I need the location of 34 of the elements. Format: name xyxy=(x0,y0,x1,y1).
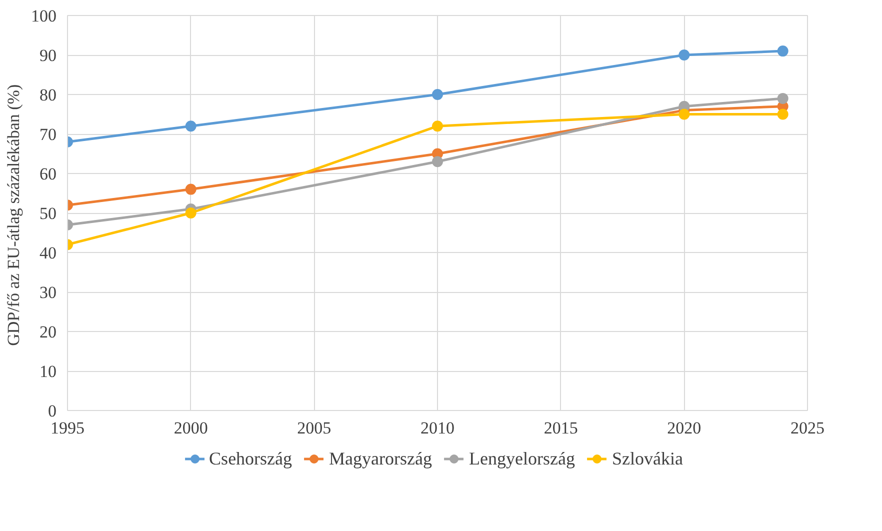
point xyxy=(185,208,196,218)
y-tick-label: 0 xyxy=(48,402,56,420)
y-tick-label: 70 xyxy=(40,125,56,144)
point xyxy=(432,89,443,100)
point xyxy=(432,120,443,132)
y-tick-label: 50 xyxy=(40,204,56,223)
point xyxy=(777,108,788,120)
y-tick-label: 90 xyxy=(40,46,56,65)
legend-label: Magyarország xyxy=(329,448,432,469)
point xyxy=(678,50,690,60)
legend-label: Szlovákia xyxy=(612,448,683,469)
point xyxy=(777,46,788,57)
y-axis-title: GDP/fő az EU-átlag százalékában (%) xyxy=(4,84,23,346)
point xyxy=(432,156,443,168)
y-tick-label: 40 xyxy=(40,244,56,262)
point xyxy=(185,120,196,132)
y-tick-label: 30 xyxy=(40,283,56,302)
y-tick-label: 100 xyxy=(31,6,56,26)
point xyxy=(185,184,196,195)
legend-label: Lengyelország xyxy=(469,448,575,469)
x-tick-label: 2025 xyxy=(790,418,824,438)
y-tick-label: 20 xyxy=(40,322,56,342)
y-tick-label: 60 xyxy=(40,164,56,184)
legend-label: Csehország xyxy=(209,448,292,469)
x-tick-label: 2005 xyxy=(297,418,332,438)
point xyxy=(777,92,788,104)
x-tick-label: 2015 xyxy=(544,418,578,438)
y-tick-label: 10 xyxy=(40,362,56,381)
x-tick-label: 2010 xyxy=(420,418,454,438)
x-tick-label: 1995 xyxy=(50,418,84,438)
y-tick-label: 80 xyxy=(40,86,56,104)
point xyxy=(678,108,690,120)
x-tick-label: 2000 xyxy=(174,418,208,438)
x-tick-label: 2020 xyxy=(667,418,702,438)
